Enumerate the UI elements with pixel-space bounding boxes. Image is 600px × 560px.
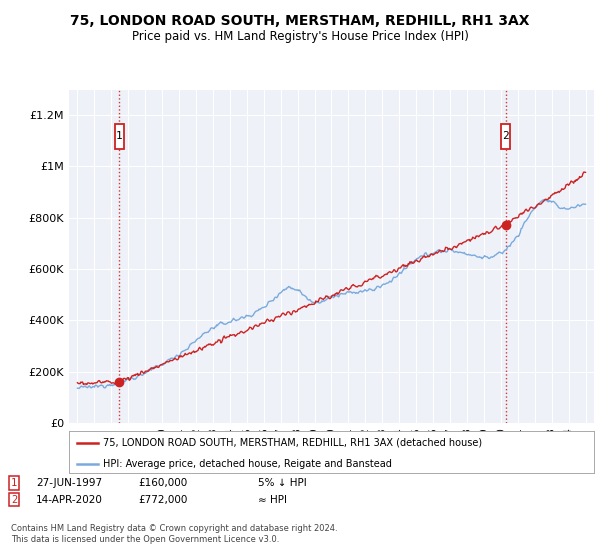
Text: 27-JUN-1997: 27-JUN-1997 — [36, 478, 102, 488]
Text: 14-APR-2020: 14-APR-2020 — [36, 494, 103, 505]
Text: Contains HM Land Registry data © Crown copyright and database right 2024.
This d: Contains HM Land Registry data © Crown c… — [11, 524, 337, 544]
FancyBboxPatch shape — [115, 124, 124, 149]
Text: 5% ↓ HPI: 5% ↓ HPI — [258, 478, 307, 488]
Text: Price paid vs. HM Land Registry's House Price Index (HPI): Price paid vs. HM Land Registry's House … — [131, 30, 469, 43]
Text: 75, LONDON ROAD SOUTH, MERSTHAM, REDHILL, RH1 3AX: 75, LONDON ROAD SOUTH, MERSTHAM, REDHILL… — [70, 14, 530, 28]
Text: 2: 2 — [11, 494, 17, 505]
Text: 1: 1 — [11, 478, 17, 488]
Text: 1: 1 — [116, 131, 123, 141]
FancyBboxPatch shape — [501, 124, 510, 149]
Text: £160,000: £160,000 — [138, 478, 187, 488]
Text: HPI: Average price, detached house, Reigate and Banstead: HPI: Average price, detached house, Reig… — [103, 459, 392, 469]
Text: ≈ HPI: ≈ HPI — [258, 494, 287, 505]
Text: 75, LONDON ROAD SOUTH, MERSTHAM, REDHILL, RH1 3AX (detached house): 75, LONDON ROAD SOUTH, MERSTHAM, REDHILL… — [103, 438, 482, 448]
Text: 2: 2 — [502, 131, 509, 141]
Text: £772,000: £772,000 — [138, 494, 187, 505]
